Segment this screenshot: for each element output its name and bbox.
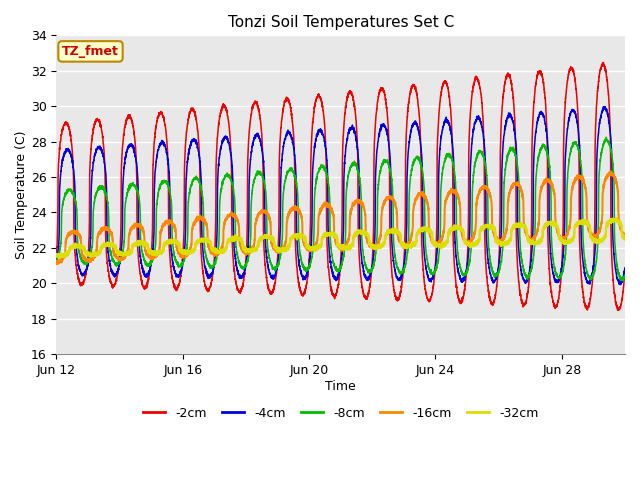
- Title: Tonzi Soil Temperatures Set C: Tonzi Soil Temperatures Set C: [228, 15, 454, 30]
- Text: TZ_fmet: TZ_fmet: [62, 45, 119, 58]
- Y-axis label: Soil Temperature (C): Soil Temperature (C): [15, 131, 28, 259]
- X-axis label: Time: Time: [325, 380, 356, 393]
- Legend: -2cm, -4cm, -8cm, -16cm, -32cm: -2cm, -4cm, -8cm, -16cm, -32cm: [138, 402, 543, 425]
